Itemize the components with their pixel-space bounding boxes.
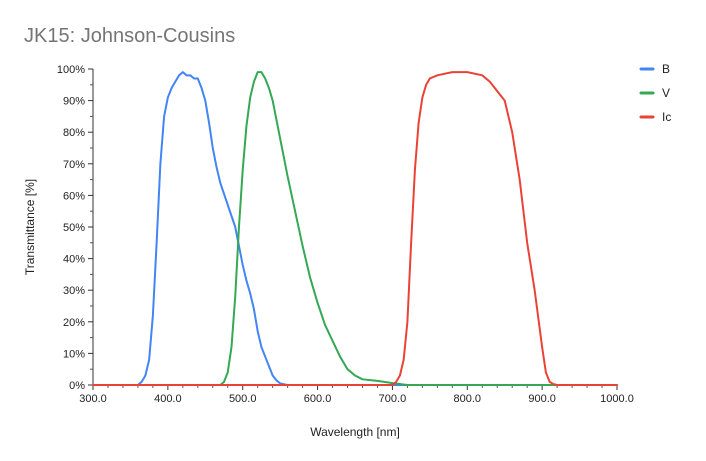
y-tick-label: 70% bbox=[63, 159, 85, 171]
x-tick-label: 400.0 bbox=[154, 393, 182, 405]
series-line-v bbox=[92, 71, 618, 386]
y-tick-label: 30% bbox=[63, 285, 85, 297]
y-tick-label: 40% bbox=[63, 254, 85, 266]
y-tick-label: 50% bbox=[63, 222, 85, 234]
legend-label-b: B bbox=[662, 62, 670, 76]
y-tick-label: 60% bbox=[63, 190, 85, 202]
series-group bbox=[92, 71, 618, 386]
x-tick-label: 300.0 bbox=[79, 393, 107, 405]
x-tick-label: 800.0 bbox=[454, 393, 482, 405]
series-line-ic bbox=[92, 71, 618, 386]
legend-label-ic: Ic bbox=[662, 110, 671, 124]
y-tick-label: 100% bbox=[57, 64, 85, 76]
legend: BV Ic bbox=[639, 62, 671, 124]
x-tick-label: 1000.0 bbox=[600, 393, 634, 405]
y-tick-label: 80% bbox=[63, 127, 85, 139]
y-tick-label: 0% bbox=[69, 380, 85, 392]
x-tick-label: 700.0 bbox=[379, 393, 407, 405]
x-axis-label: Wavelength [nm] bbox=[310, 425, 400, 439]
legend-label-v: V bbox=[662, 86, 670, 100]
x-tick-label: 600.0 bbox=[304, 393, 332, 405]
chart-title: JK15: Johnson-Cousins bbox=[24, 25, 235, 47]
x-tick-label: 500.0 bbox=[229, 393, 257, 405]
x-tick-label: 900.0 bbox=[528, 393, 556, 405]
axes: 0% 10% 20% 30% 40% 50% 60% 70% 80% 90% 100% 300.0 40… bbox=[57, 64, 634, 405]
y-axis-label: Transmittance [%] bbox=[23, 179, 37, 275]
y-tick-label: 90% bbox=[63, 96, 85, 108]
series-line-b bbox=[92, 71, 618, 386]
y-tick-label: 10% bbox=[63, 348, 85, 360]
y-tick-label: 20% bbox=[63, 317, 85, 329]
